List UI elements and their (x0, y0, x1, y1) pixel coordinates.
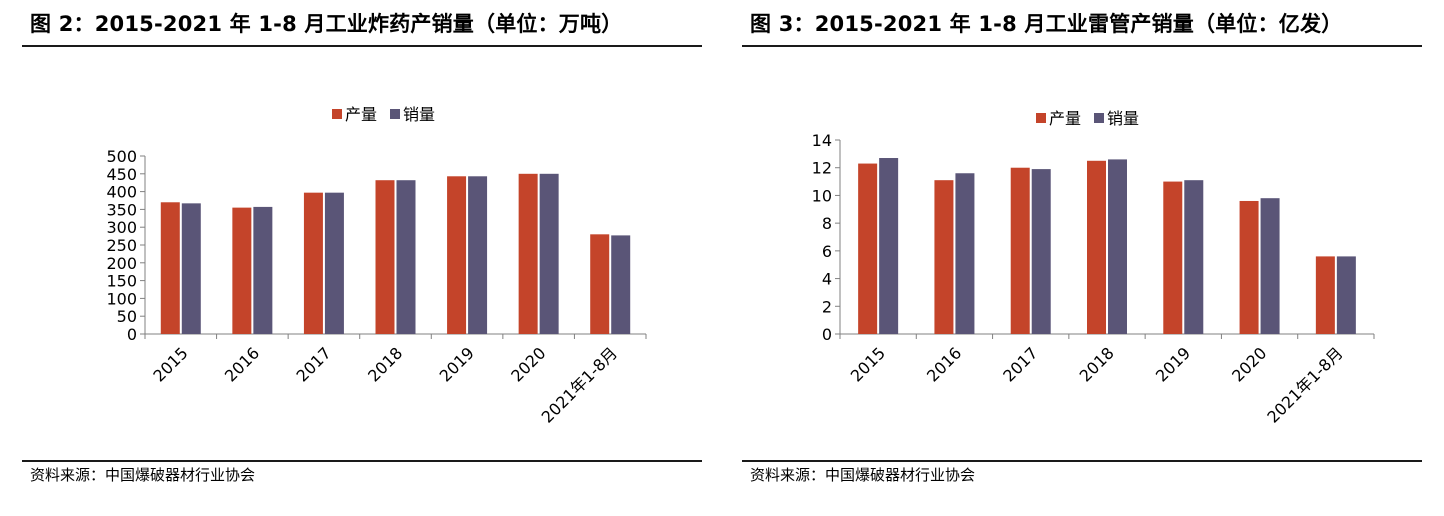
x-tick-label: 2015 (149, 343, 191, 385)
y-tick-label: 4 (822, 270, 832, 289)
figure-title: 图 3：2015-2021 年 1-8 月工业雷管产销量（单位：亿发） (750, 12, 1343, 36)
legend-label-sales: 销量 (1107, 109, 1139, 128)
y-tick-label: 14 (812, 131, 832, 150)
x-tick-label: 2018 (364, 343, 406, 385)
y-tick-label: 150 (106, 272, 137, 291)
bar-sales (1336, 256, 1356, 334)
y-tick-label: 2 (822, 297, 832, 316)
x-tick-label: 2019 (436, 343, 478, 385)
chart-panel-right: 图 3：2015-2021 年 1-8 月工业雷管产销量（单位：亿发） 0 2 4 6… (742, 0, 1422, 516)
legend-label-production: 产量 (345, 105, 377, 124)
bar-sales (468, 176, 488, 334)
y-tick-label: 0 (822, 325, 832, 344)
source-note: 资料来源：中国爆破器材行业协会 (30, 466, 256, 484)
source-rule (742, 460, 1422, 462)
y-tick-label: 350 (106, 200, 137, 219)
x-tick-label: 2019 (1152, 343, 1194, 385)
bar-production (590, 234, 610, 334)
bar-production (160, 202, 180, 334)
chart-panel-left: 图 2：2015-2021 年 1-8 月工业炸药产销量（单位：万吨） 0 50 1… (22, 0, 702, 516)
y-tick-label: 200 (106, 254, 137, 273)
y-tick-label: 450 (106, 165, 137, 184)
bar-production (375, 180, 395, 334)
y-tick-label: 300 (106, 218, 137, 237)
legend-label-sales: 销量 (403, 105, 435, 124)
x-tick-label: 2016 (221, 343, 263, 385)
figure-title: 图 2：2015-2021 年 1-8 月工业炸药产销量（单位：万吨） (30, 12, 623, 36)
bar-sales (1031, 169, 1051, 334)
bar-sales (253, 206, 273, 334)
x-tick-label: 2021年1-8月 (1263, 343, 1346, 426)
bar-production (1163, 181, 1183, 334)
legend-label-production: 产量 (1049, 109, 1081, 128)
bar-production (518, 173, 538, 334)
bar-sales (324, 192, 344, 334)
bar-sales (955, 173, 975, 334)
bar-production (447, 176, 467, 334)
bar-production (934, 180, 954, 334)
x-tick-label: 2020 (507, 343, 549, 385)
legend-swatch-production (332, 109, 342, 119)
bar-production (858, 163, 878, 334)
y-tick-label: 8 (822, 214, 832, 233)
y-tick-label: 50 (117, 307, 137, 326)
x-tick-label: 2021年1-8月 (538, 343, 621, 426)
y-tick-label: 0 (127, 325, 137, 344)
y-tick-label: 400 (106, 183, 137, 202)
legend-swatch-sales (390, 109, 400, 119)
y-tick-label: 100 (106, 289, 137, 308)
y-tick-label: 6 (822, 242, 832, 261)
bar-production (303, 192, 323, 334)
x-tick-label: 2017 (293, 343, 335, 385)
source-note: 资料来源：中国爆破器材行业协会 (750, 466, 976, 484)
bar-production (1087, 160, 1106, 334)
bar-sales (396, 180, 416, 334)
bar-production (232, 207, 252, 334)
x-tick-label: 2016 (923, 343, 965, 385)
source-rule (22, 460, 702, 462)
y-tick-label: 250 (106, 236, 137, 255)
bar-sales (1108, 159, 1127, 334)
bar-production (1010, 167, 1030, 334)
bar-production (1239, 200, 1259, 334)
bar-sales (1260, 198, 1280, 334)
y-tick-label: 12 (812, 159, 832, 178)
y-tick-label: 500 (106, 147, 137, 166)
x-tick-label: 2017 (999, 343, 1041, 385)
bar-sales (181, 203, 201, 334)
x-tick-label: 2018 (1076, 343, 1118, 385)
legend-swatch-sales (1094, 113, 1104, 123)
bar-chart-detonators: 0 2 4 6 8 10 12 14 2015 2016 2017 2018 2019 20202021年… (812, 109, 1375, 427)
bar-sales (611, 235, 631, 334)
bar-sales (539, 173, 559, 334)
title-rule (742, 45, 1422, 47)
x-tick-label: 2015 (847, 343, 889, 385)
x-tick-label: 2020 (1228, 343, 1270, 385)
bar-sales (1184, 180, 1204, 334)
title-rule (22, 45, 702, 47)
y-tick-label: 10 (812, 186, 832, 205)
legend-swatch-production (1036, 113, 1046, 123)
bar-production (1315, 256, 1335, 334)
bar-sales (879, 158, 899, 334)
